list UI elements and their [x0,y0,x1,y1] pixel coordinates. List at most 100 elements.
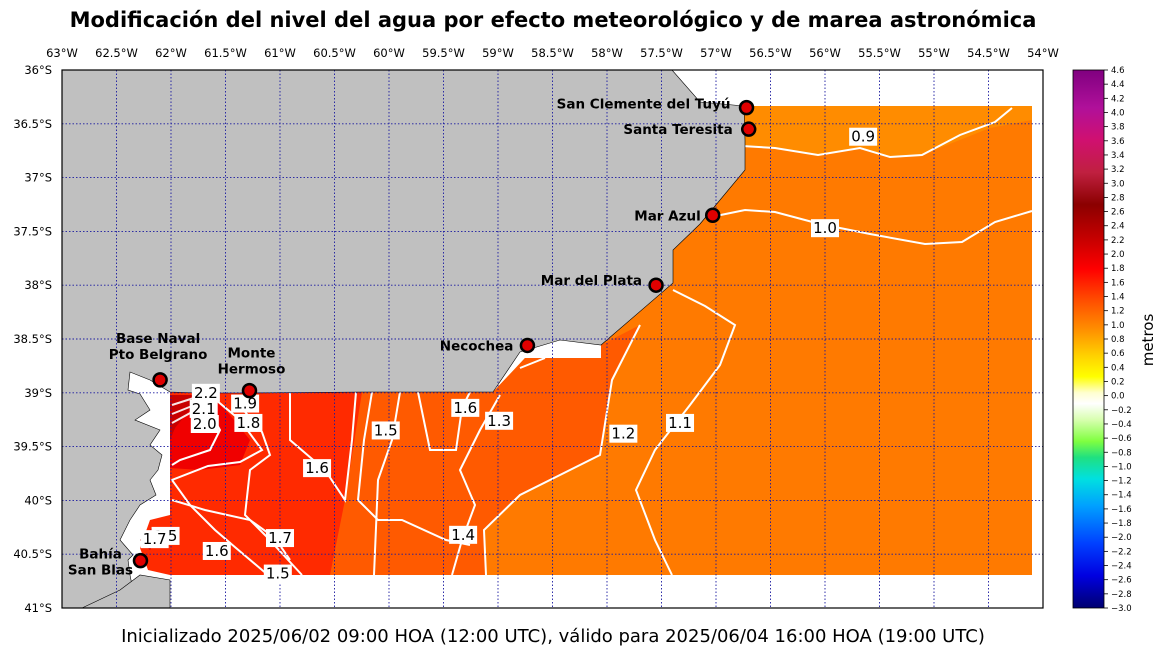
station[interactable]: San Clemente del Tuyú [557,97,755,116]
colorbar-tick-label: −2.0 [1111,533,1132,543]
station-marker[interactable] [519,337,536,354]
colorbar-tick-label: 3.6 [1111,137,1125,147]
station-marker[interactable] [704,207,721,224]
station-marker[interactable] [241,382,258,399]
contour-label: 1.9 [231,394,260,413]
tide-stations: San Clemente del Tuyú Santa Teresita Mar A… [68,97,757,579]
x-tick-label: 58°W [591,46,623,60]
colorbar-tick-label: −3.0 [1111,604,1132,614]
contour-label: 1.2 [609,424,638,443]
station-label: Monte [228,346,276,362]
colorbar-tick-label: 0.8 [1111,335,1125,345]
contour-label-bg [266,529,294,548]
colorbar-tick-label: 2.6 [1111,208,1125,218]
colorbar-tick-labels: 4.6 4.4 4.2 4.0 3.8 3.6 3.4 3.2 3.0 2.8 2.6 2.4 2.2 2… [1104,66,1132,614]
contour-lines [170,107,1033,576]
latitude-tick-labels: 36°S 36.5°S 37°S 37.5°S 38°S 38.5°S 39°S 39.5°S… [13,63,52,615]
colorbar-tick-label: −0.6 [1111,434,1132,444]
contour-label-text: 1.6 [453,399,477,417]
station[interactable]: Mar Azul [634,207,721,224]
colorbar [1072,69,1105,609]
x-tick-label: 55°W [918,46,950,60]
station[interactable]: Necochea [440,337,536,354]
colorbar-tick-label: −0.4 [1111,420,1132,430]
contour-label-bg [303,459,332,478]
map-title: Modificación del nivel del agua por efec… [69,8,1037,32]
contour-label: 1.8 [234,413,263,432]
contour-label-bg [202,541,231,560]
contour-label-text: 1.5 [266,565,290,583]
y-tick-label: 39°S [24,386,52,400]
contour-label: 1.5 [263,564,292,583]
x-tick-label: 61°W [264,46,296,60]
contour-label-text: 1.1 [668,414,692,432]
contour-label-text: 2.0 [193,415,217,433]
contour-labels: 0.91.01.11.21.31.41.51.61.61.71.81.92.02… [140,127,878,583]
station-marker[interactable] [132,552,149,569]
station-marker[interactable] [648,277,664,293]
contour-label: 2.2 [191,383,220,402]
y-tick-label: 38.5°S [13,332,52,346]
colorbar-tick-label: −1.8 [1111,519,1132,529]
y-tick-label: 37.5°S [13,224,52,238]
contour-label: 1.7 [140,530,169,549]
colorbar-tick-label: 3.2 [1111,165,1125,175]
station-label: San Clemente del Tuyú [557,97,731,113]
contour-label-text: 2.2 [194,384,218,402]
contour-label-text: 1.8 [236,414,260,432]
station[interactable]: Mar del Plata [541,273,664,293]
x-tick-label: 54.5°W [967,46,1010,60]
colorbar-tick-label: −0.8 [1111,448,1132,458]
contour-label-text: 1.7 [268,529,292,547]
colorbar-tick-label: 2.4 [1111,222,1125,232]
colorbar-tick-label: 0.6 [1111,349,1125,359]
contour-label-bg [263,564,292,583]
y-tick-label: 36°S [24,63,52,77]
colorbar-tick-label: −2.6 [1111,576,1132,586]
colorbar-tick-label: 3.4 [1111,151,1125,161]
y-tick-label: 39.5°S [13,440,52,454]
x-tick-label: 56°W [809,46,841,60]
colorbar-tick-label: 3.8 [1111,123,1125,133]
station-label: Necochea [440,338,514,354]
contour-label: 1.1 [666,413,695,432]
colorbar-tick-label: −0.2 [1111,406,1132,416]
station-marker[interactable] [738,99,755,116]
x-tick-label: 58.5°W [531,46,574,60]
station-label: San Blas [68,563,133,579]
colorbar-tick-label: −1.0 [1111,462,1132,472]
contour-label: 1.5 [371,421,400,440]
contour-label-bg [451,398,480,417]
contour-label-bg [371,421,400,440]
colorbar-tick-label: 1.8 [1111,264,1125,274]
station-marker[interactable] [740,121,757,137]
colorbar-tick-label: 4.6 [1111,66,1125,76]
contour-label-bg [190,415,219,434]
longitude-tick-labels: 63°W 62.5°W 62°W 61.5°W 61°W 60.5°W 60°W 59.5°W… [46,46,1059,60]
validity-footer: Inicializado 2025/06/02 09:00 HOA (12:00… [121,626,985,647]
contour-label-bg [485,411,514,430]
y-tick-label: 37°S [24,171,52,185]
contour-label-text: 1.6 [305,459,329,477]
x-tick-label: 60°W [373,46,405,60]
colorbar-tick-label: 0.2 [1111,377,1125,387]
colorbar-tick-label: 1.2 [1111,307,1125,317]
contour-label-text: 1.9 [233,395,257,413]
colorbar-tick-label: 2.8 [1111,193,1125,203]
contour-label-text: 1.5 [374,421,398,439]
colorbar-tick-label: 4.2 [1111,94,1125,104]
contour-label-text: 0.9 [851,128,875,146]
colorbar-tick-label: 4.0 [1111,108,1125,118]
y-tick-label: 41°S [24,601,52,615]
x-tick-label: 54°W [1027,46,1059,60]
x-tick-label: 61.5°W [204,46,247,60]
station[interactable]: Santa Teresita [623,121,757,138]
y-tick-label: 40.5°S [13,547,52,561]
contour-label-text: 1.4 [451,526,475,544]
station-marker[interactable] [152,372,168,388]
contour-label-bg [666,413,695,432]
contour-label-bg [191,383,220,402]
